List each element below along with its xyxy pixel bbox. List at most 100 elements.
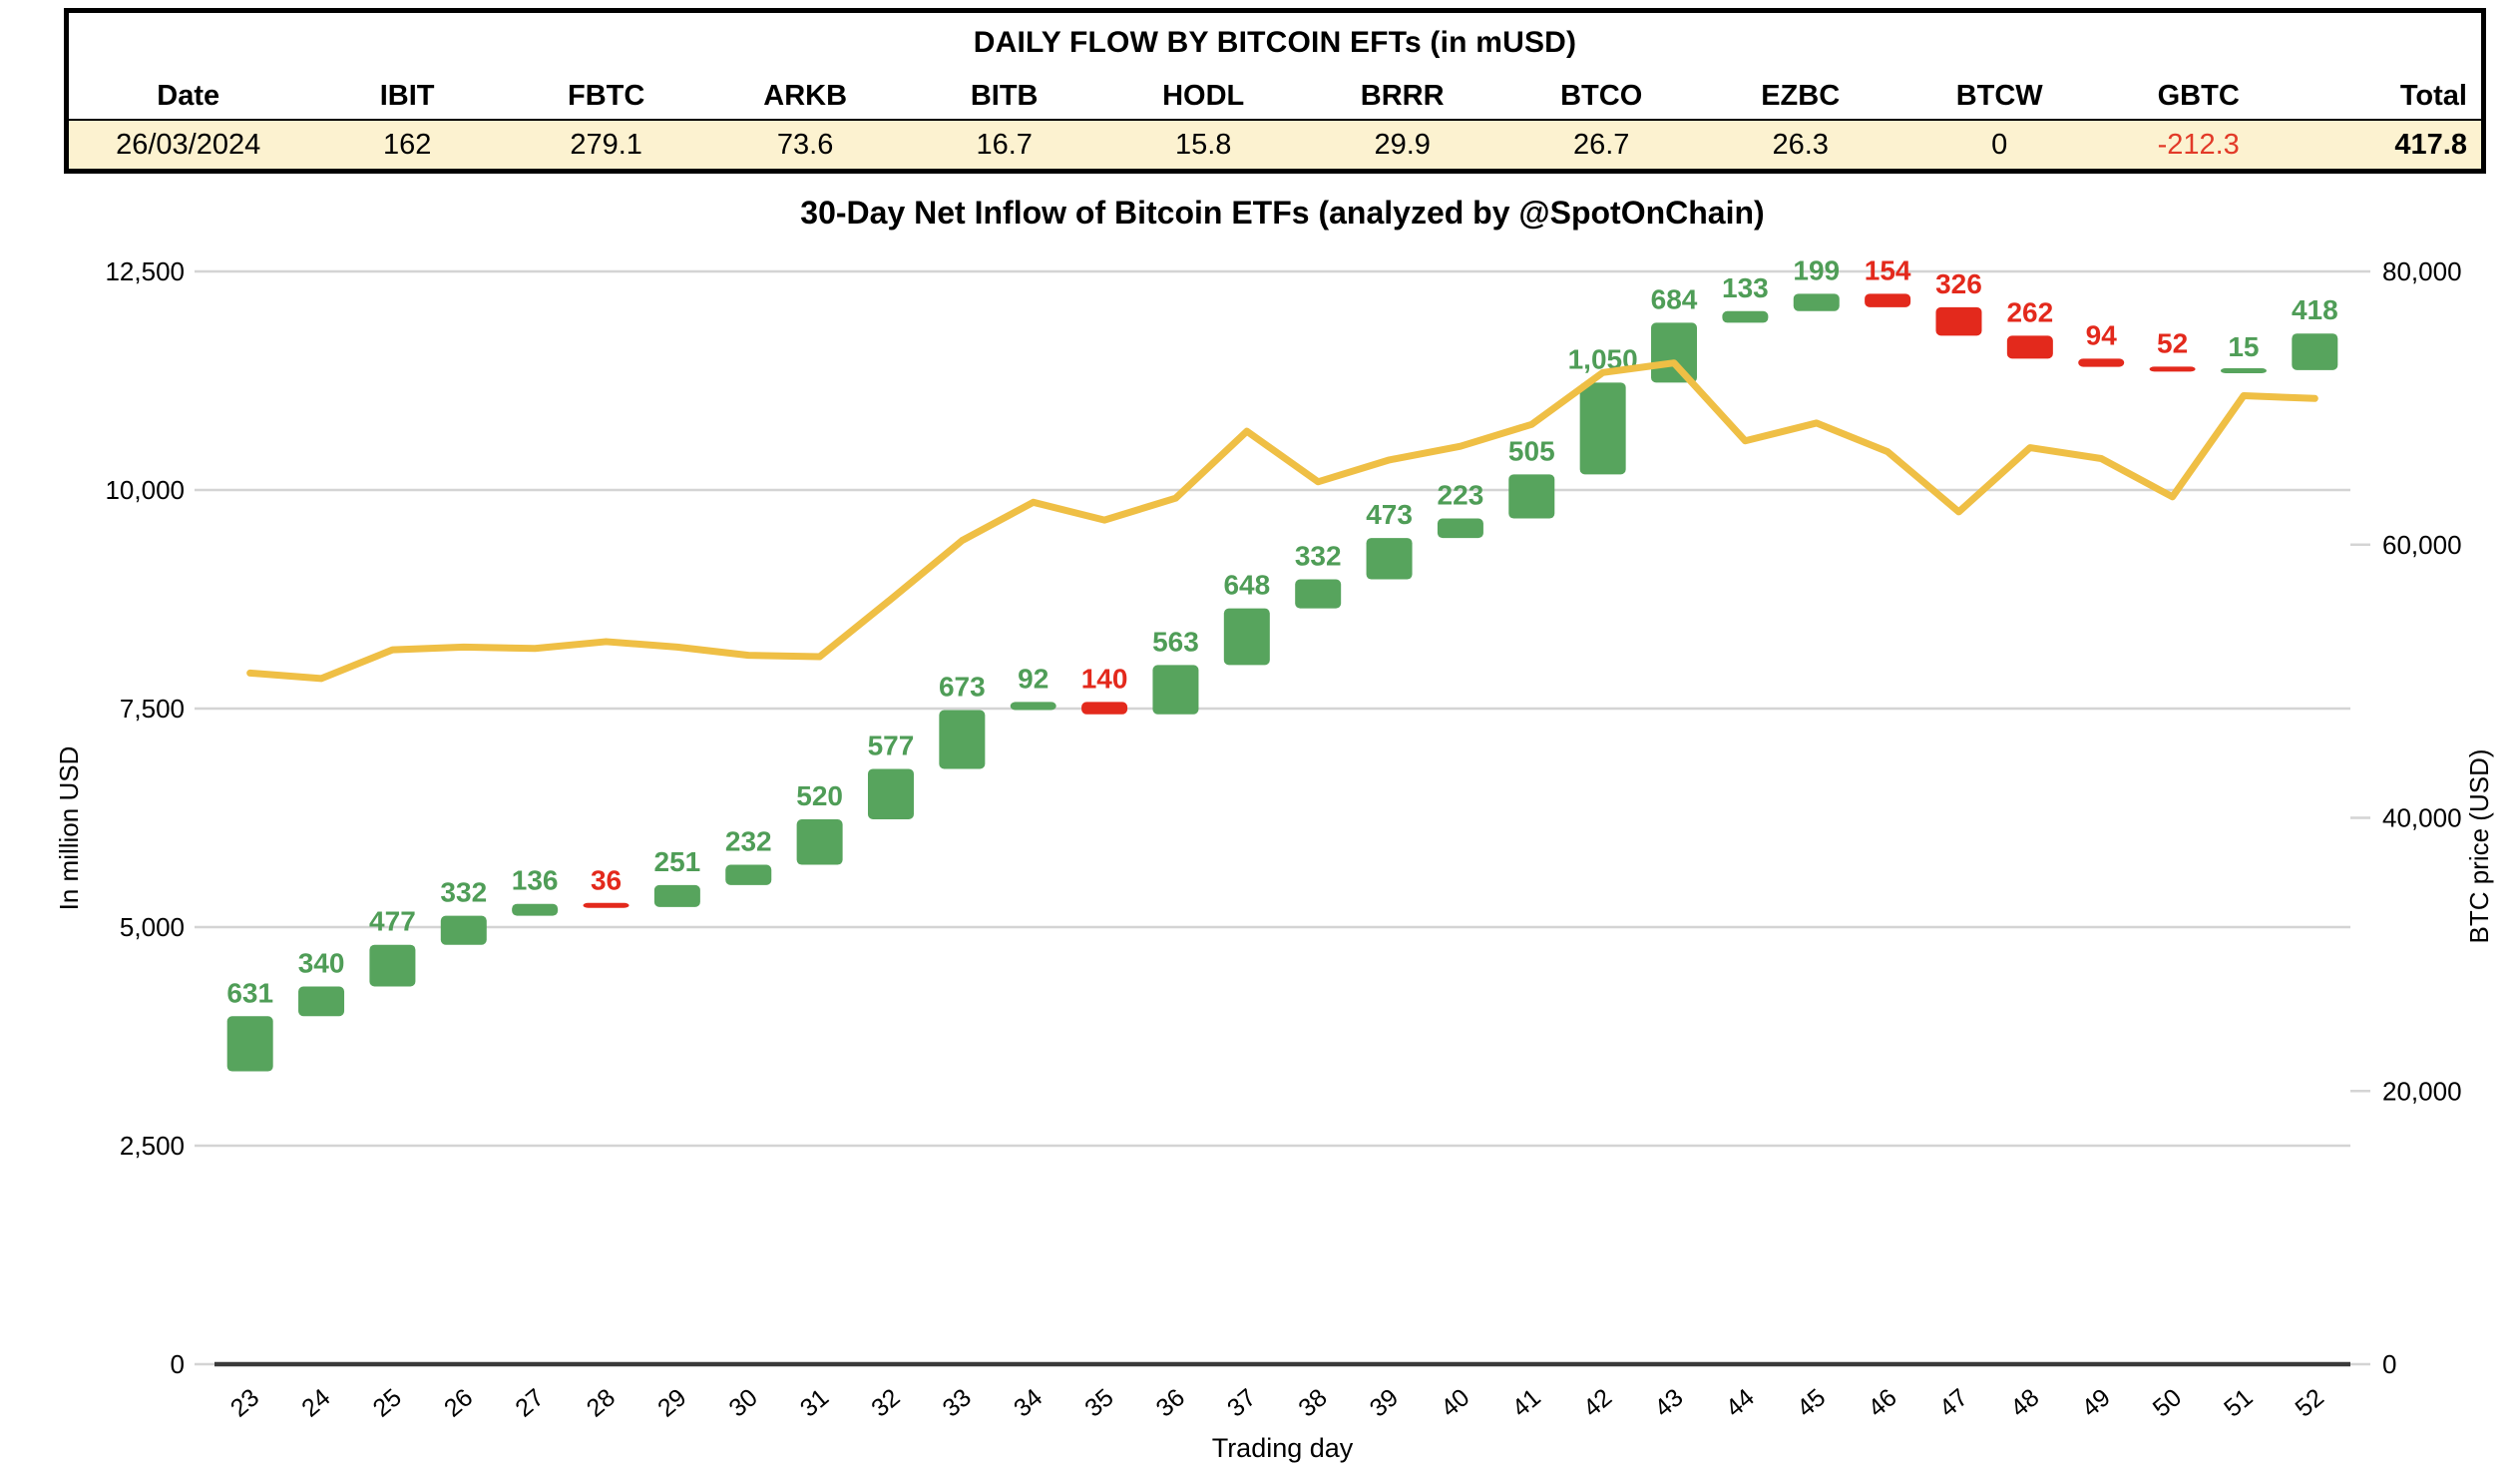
table-col-header: IBIT xyxy=(379,79,435,112)
x-axis-tick-label: 36 xyxy=(1151,1383,1190,1422)
bar-label: 505 xyxy=(1508,435,1555,466)
x-axis-tick-label: 32 xyxy=(866,1383,905,1422)
x-axis-tick-label: 42 xyxy=(1578,1383,1617,1422)
waterfall-bar xyxy=(2292,333,2338,370)
bar-label: 673 xyxy=(939,671,986,702)
table-col-header: FBTC xyxy=(567,79,645,112)
x-axis-tick-label: 31 xyxy=(795,1383,834,1422)
table-title: DAILY FLOW BY BITCOIN EFTs (in mUSD) xyxy=(973,26,1577,59)
x-axis-tick-label: 40 xyxy=(1436,1383,1474,1422)
waterfall-bar xyxy=(2006,335,2053,359)
bar-label: 418 xyxy=(2292,294,2338,325)
bar-label: 154 xyxy=(1865,254,1911,285)
bar-label: 36 xyxy=(591,865,622,896)
waterfall-bar xyxy=(1010,702,1056,711)
bar-label: 477 xyxy=(369,906,416,937)
bar-label: 684 xyxy=(1651,283,1698,314)
table-cell: 162 xyxy=(382,128,432,161)
bar-label: 92 xyxy=(1018,663,1049,694)
bar-label: 520 xyxy=(796,780,843,811)
bar-label: 223 xyxy=(1438,480,1484,511)
waterfall-bar xyxy=(653,884,700,907)
bar-label: 199 xyxy=(1793,254,1840,285)
daily-flow-table: DAILY FLOW BY BITCOIN EFTs (in mUSD) Dat… xyxy=(64,8,2486,174)
table-header-row: Date IBIT FBTC ARKB BITB HODL BRRR BTCO EZBC BTCW… xyxy=(69,73,2481,119)
waterfall-bar xyxy=(1081,702,1128,715)
x-axis-tick-label: 52 xyxy=(2291,1383,2329,1422)
table-col-header: BTCW xyxy=(1955,79,2043,112)
bar-label: 563 xyxy=(1152,626,1199,657)
waterfall-bar xyxy=(1579,382,1626,475)
waterfall-bar xyxy=(939,710,986,769)
x-axis-tick-label: 35 xyxy=(1079,1383,1118,1422)
waterfall-bar xyxy=(796,818,843,865)
waterfall-bar xyxy=(298,986,345,1017)
waterfall-bar xyxy=(440,915,487,945)
waterfall-bar xyxy=(2149,366,2196,372)
x-axis-tick-label: 49 xyxy=(2076,1383,2115,1422)
table-cell: 29.9 xyxy=(1374,128,1431,161)
waterfall-bar xyxy=(867,768,914,819)
right-axis-tick-label: 40,000 xyxy=(2382,803,2462,833)
waterfall-bar xyxy=(512,903,559,916)
bar-label: 133 xyxy=(1722,272,1769,303)
bar-label: 332 xyxy=(1295,541,1342,572)
bar-label: 473 xyxy=(1366,499,1413,530)
x-axis-tick-label: 26 xyxy=(439,1383,478,1422)
waterfall-bar xyxy=(369,944,416,987)
bar-label: 332 xyxy=(440,877,487,908)
x-axis-tick-label: 34 xyxy=(1009,1383,1048,1422)
table-cell: 26/03/2024 xyxy=(116,128,261,161)
waterfall-bar xyxy=(1651,322,1698,383)
table-data-row: 26/03/2024 162 279.1 73.6 16.7 15.8 29.9 26.7 26… xyxy=(69,119,2481,169)
x-axis-tick-label: 39 xyxy=(1365,1383,1404,1422)
waterfall-bar xyxy=(1295,579,1342,609)
left-axis-tick-label: 12,500 xyxy=(105,256,185,286)
waterfall-bar xyxy=(1935,306,1982,336)
bar-label: 251 xyxy=(654,846,701,877)
waterfall-bar xyxy=(2078,358,2125,367)
x-axis-tick-label: 33 xyxy=(938,1383,977,1422)
bar-label: 340 xyxy=(298,947,345,978)
left-axis-tick-label: 0 xyxy=(171,1349,185,1379)
table-cell: 16.7 xyxy=(976,128,1033,161)
x-axis-tick-label: 30 xyxy=(723,1383,762,1422)
table-cell: 417.8 xyxy=(2394,128,2467,161)
bar-label: 326 xyxy=(1935,268,1982,299)
waterfall-bar xyxy=(1366,538,1413,580)
left-axis-tick-label: 2,500 xyxy=(120,1131,185,1161)
x-axis-tick-label: 41 xyxy=(1506,1383,1545,1422)
table-col-header: BTCO xyxy=(1560,79,1643,112)
x-axis-title: Trading day xyxy=(1212,1433,1354,1463)
x-axis-tick-label: 28 xyxy=(582,1383,621,1422)
x-axis-tick-label: 24 xyxy=(296,1383,335,1422)
bar-label: 136 xyxy=(512,865,559,896)
x-axis-tick-label: 38 xyxy=(1293,1383,1332,1422)
table-col-header: BRRR xyxy=(1360,79,1445,112)
table-col-header: HODL xyxy=(1162,79,1245,112)
x-axis-tick-label: 44 xyxy=(1721,1383,1760,1422)
table-cell: 26.7 xyxy=(1572,128,1630,161)
waterfall-bar xyxy=(583,902,630,908)
x-axis-tick-label: 47 xyxy=(1934,1383,1973,1422)
x-axis-tick-label: 48 xyxy=(2005,1383,2044,1422)
x-axis-tick-label: 43 xyxy=(1649,1383,1688,1422)
x-axis-tick-label: 23 xyxy=(225,1383,264,1422)
right-axis-tick-label: 20,000 xyxy=(2382,1076,2462,1106)
right-axis-tick-label: 60,000 xyxy=(2382,530,2462,560)
chart-title: 30-Day Net Inflow of Bitcoin ETFs (analy… xyxy=(800,195,1764,231)
waterfall-bar xyxy=(1865,293,1911,307)
table-col-header: BITB xyxy=(970,79,1039,112)
bar-label: 631 xyxy=(226,977,273,1008)
y-axis-title-left: In million USD xyxy=(54,746,84,911)
x-axis-tick-label: 50 xyxy=(2148,1383,2187,1422)
x-axis-tick-label: 25 xyxy=(368,1383,407,1422)
table-col-header: Total xyxy=(2399,79,2467,112)
table-cell: 0 xyxy=(1991,128,2008,161)
waterfall-bar xyxy=(1793,293,1840,311)
left-axis-tick-label: 7,500 xyxy=(120,694,185,724)
right-axis-tick-label: 80,000 xyxy=(2382,256,2462,286)
table-col-header: GBTC xyxy=(2157,79,2240,112)
waterfall-bar xyxy=(2220,367,2267,373)
